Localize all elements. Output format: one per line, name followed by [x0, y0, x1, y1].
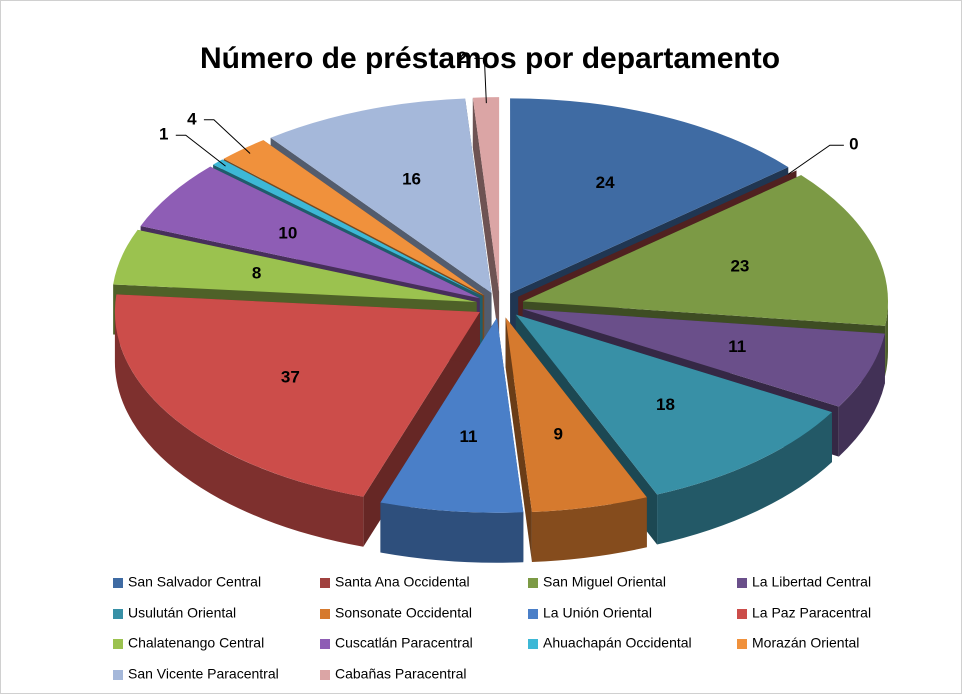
slice-wall: [885, 301, 889, 376]
value-label: 9: [553, 425, 562, 444]
slice-wall: [114, 312, 364, 547]
slice: [113, 229, 477, 303]
slice-group: [505, 317, 647, 562]
value-label: 37: [281, 368, 300, 387]
slice-side: [505, 317, 532, 562]
slice-wall: [531, 497, 647, 562]
legend-label: Chalatenango Central: [128, 635, 264, 651]
legend-swatch: [528, 639, 538, 649]
value-label: 10: [278, 223, 297, 242]
legend-swatch: [737, 639, 747, 649]
slice: [380, 317, 524, 513]
chart-title: Número de préstamos por departamento: [200, 42, 780, 75]
legend-swatch: [320, 670, 330, 680]
legend-swatch: [320, 609, 330, 619]
slice: [505, 317, 647, 512]
legend-swatch: [320, 639, 330, 649]
legend-label: Morazán Oriental: [752, 635, 859, 651]
legend-label: Sonsonate Occidental: [335, 605, 472, 621]
leader-line: [474, 57, 487, 104]
legend-label: Cuscatlán Paracentral: [335, 635, 473, 651]
slice: [523, 175, 889, 326]
legend-swatch: [737, 578, 747, 588]
legend-label: San Miguel Oriental: [543, 574, 666, 590]
slice: [522, 309, 885, 407]
value-label: 0: [849, 135, 858, 154]
slice: [270, 98, 492, 294]
slice-wall: [838, 333, 885, 457]
slice-side: [472, 97, 500, 343]
legend-label: Ahuachapán Occidental: [543, 635, 692, 651]
slice: [140, 166, 480, 299]
legend-label: La Unión Oriental: [543, 605, 652, 621]
value-label: 11: [459, 427, 477, 446]
legend-swatch: [113, 578, 123, 588]
value-label: 2: [458, 48, 467, 67]
legend-label: La Paz Paracentral: [752, 605, 871, 621]
value-label: 23: [730, 256, 749, 275]
legend-label: San Vicente Paracentral: [128, 666, 279, 682]
slice-wall: [380, 502, 524, 563]
slice-group: [380, 317, 524, 563]
slice-group: [114, 294, 480, 547]
legend-label: Santa Ana Occidental: [335, 574, 470, 590]
slice-wall: [657, 412, 832, 545]
legend-label: La Libertad Central: [752, 574, 871, 590]
legend-swatch: [528, 609, 538, 619]
slice: [472, 97, 500, 293]
slice: [213, 159, 483, 297]
legend-swatch: [113, 639, 123, 649]
value-label: 24: [596, 173, 615, 192]
slice: [515, 314, 832, 495]
slice-group: [472, 97, 500, 343]
value-label: 11: [728, 337, 746, 356]
legend-swatch: [113, 609, 123, 619]
slice: [510, 98, 789, 294]
value-label: 16: [402, 169, 421, 188]
value-label: 4: [187, 109, 197, 128]
value-label: 1: [159, 125, 168, 144]
legend-swatch: [737, 609, 747, 619]
leader-line: [175, 134, 226, 167]
slice: [223, 140, 485, 296]
legend-label: Usulután Oriental: [128, 605, 236, 621]
legend-label: San Salvador Central: [128, 574, 261, 590]
value-label: 8: [252, 263, 261, 282]
leader-line: [787, 144, 844, 175]
legend-swatch: [113, 670, 123, 680]
slice: [114, 294, 480, 497]
value-label: 18: [656, 395, 675, 414]
legend-swatch: [528, 578, 538, 588]
leader-line: [203, 119, 251, 154]
legend-label: Cabañas Paracentral: [335, 666, 467, 682]
legend-swatch: [320, 578, 330, 588]
